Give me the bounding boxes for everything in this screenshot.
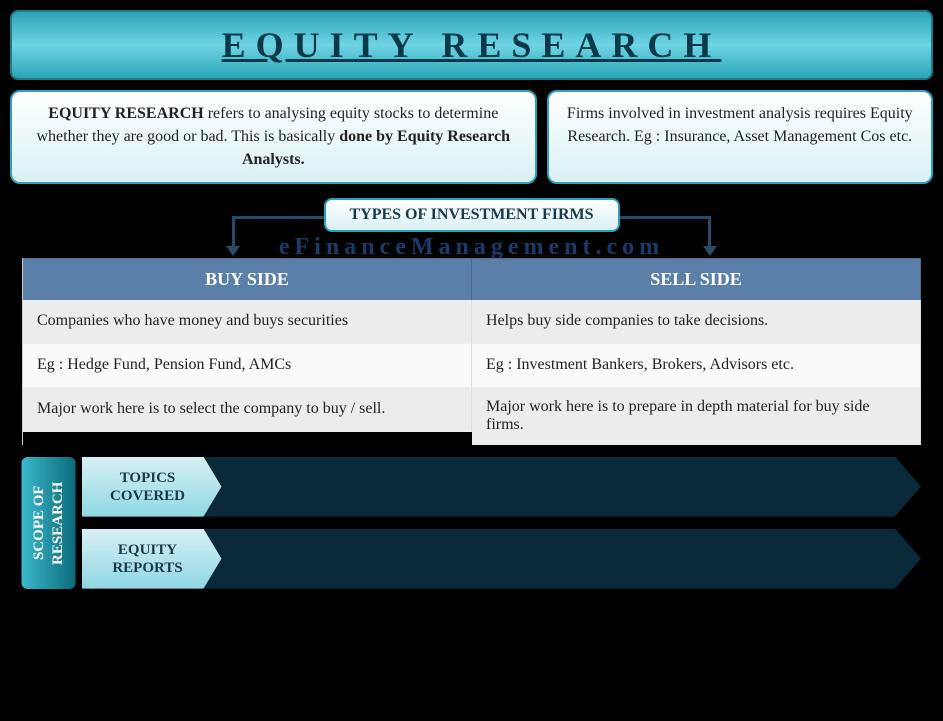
title-banner: EQUITY RESEARCH bbox=[10, 10, 933, 80]
table-cell: Companies who have money and buys securi… bbox=[23, 300, 472, 344]
table-cell: Major work here is to select the company… bbox=[23, 388, 472, 432]
connector-vertical-left bbox=[232, 216, 235, 248]
page-title: EQUITY RESEARCH bbox=[24, 24, 919, 66]
watermark: eFinanceManagement.com bbox=[279, 234, 664, 261]
scope-vertical-tab: SCOPE OFRESEARCH bbox=[22, 457, 76, 589]
scope-arrows: TOPICS COVERED EQUITY REPORTS bbox=[82, 457, 922, 589]
connector-vertical-right bbox=[708, 216, 711, 248]
table-col-sellside: SELL SIDE Helps buy side companies to ta… bbox=[472, 258, 921, 445]
arrowhead-left-icon bbox=[226, 246, 240, 256]
table-header: BUY SIDE bbox=[23, 258, 472, 300]
table-col-buyside: BUY SIDE Companies who have money and bu… bbox=[23, 258, 472, 445]
scope-arrow-label: TOPICS COVERED bbox=[82, 457, 222, 517]
scope-arrow-body bbox=[204, 529, 922, 589]
firms-table: BUY SIDE Companies who have money and bu… bbox=[22, 258, 921, 445]
arrowhead-right-icon bbox=[703, 246, 717, 256]
scope-arrow-row: EQUITY REPORTS bbox=[82, 529, 922, 589]
table-cell: Major work here is to prepare in depth m… bbox=[472, 388, 921, 445]
scope-arrow-body bbox=[204, 457, 922, 517]
scope-arrow-row: TOPICS COVERED bbox=[82, 457, 922, 517]
description-right: Firms involved in investment analysis re… bbox=[547, 90, 933, 184]
types-label: TYPES OF INVESTMENT FIRMS bbox=[323, 198, 619, 232]
table-header: SELL SIDE bbox=[472, 258, 921, 300]
table-cell: Helps buy side companies to take decisio… bbox=[472, 300, 921, 344]
description-left: EQUITY RESEARCH refers to analysing equi… bbox=[10, 90, 537, 184]
scope-arrow-label: EQUITY REPORTS bbox=[82, 529, 222, 589]
description-row: EQUITY RESEARCH refers to analysing equi… bbox=[10, 90, 933, 184]
table-cell: Eg : Investment Bankers, Brokers, Adviso… bbox=[472, 344, 921, 388]
table-cell: Eg : Hedge Fund, Pension Fund, AMCs bbox=[23, 344, 472, 388]
scope-section: SCOPE OFRESEARCH TOPICS COVERED EQUITY R… bbox=[22, 457, 921, 589]
types-section: TYPES OF INVESTMENT FIRMS eFinanceManage… bbox=[10, 202, 933, 258]
